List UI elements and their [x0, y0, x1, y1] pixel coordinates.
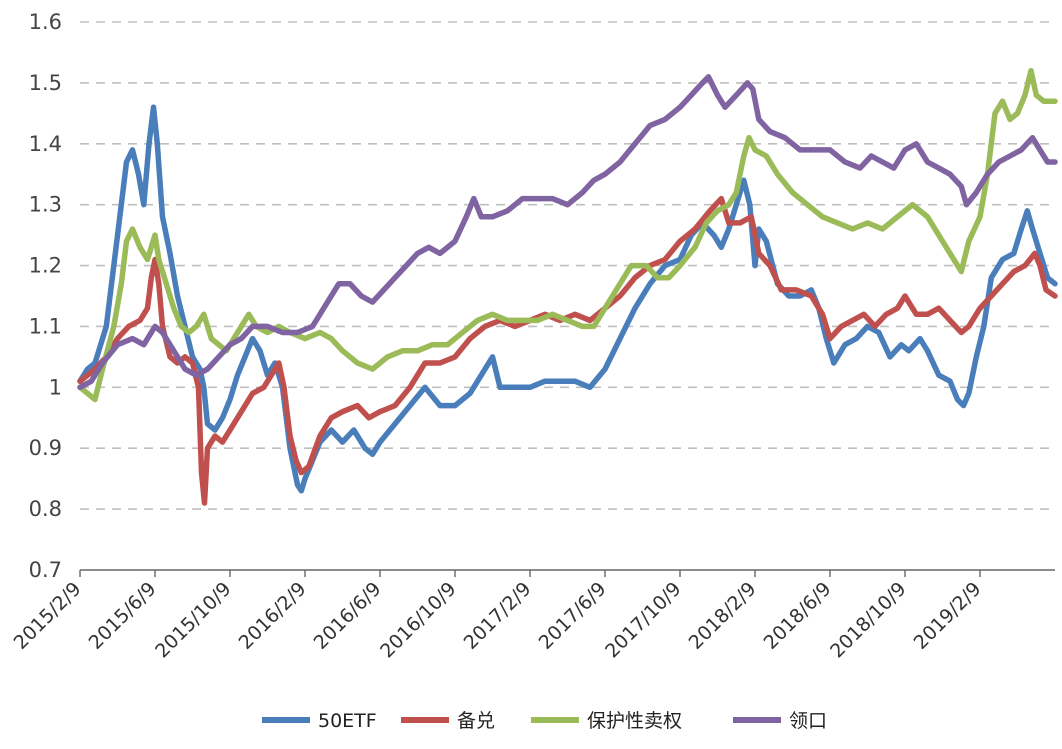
y-tick-label: 1.5 [29, 71, 62, 95]
x-tick-label: 2015/2/9 [10, 578, 86, 654]
x-tick-label: 2018/6/9 [760, 578, 836, 654]
legend-label: 50ETF [318, 710, 377, 732]
x-tick-label: 2019/2/9 [910, 578, 986, 654]
x-tick-label: 2017/2/9 [460, 578, 536, 654]
x-tick-label: 2018/10/9 [826, 578, 910, 662]
y-tick-label: 1.2 [29, 254, 62, 278]
series-line-2 [77, 67, 1058, 403]
y-tick-label: 0.8 [29, 497, 62, 521]
x-tick-label: 2017/10/9 [601, 578, 685, 662]
y-tick-label: 0.9 [29, 436, 62, 460]
x-tick-label: 2015/6/9 [85, 578, 161, 654]
y-tick-label: 1.3 [29, 193, 62, 217]
x-tick-label: 2016/10/9 [376, 578, 460, 662]
y-tick-label: 1.1 [29, 314, 62, 338]
y-tick-label: 1 [49, 375, 62, 399]
x-tick-label: 2016/6/9 [310, 578, 386, 654]
x-tick-label: 2017/6/9 [535, 578, 611, 654]
legend-label: 保护性卖权 [587, 710, 682, 732]
series-line-3 [77, 74, 1058, 391]
legend-label: 备兑 [457, 710, 495, 732]
series-line-0 [77, 104, 1058, 494]
y-tick-label: 0.7 [29, 558, 62, 582]
y-tick-label: 1.4 [29, 132, 62, 156]
x-tick-label: 2018/2/9 [685, 578, 761, 654]
legend: 50ETF 备兑 保护性卖权 领口 [262, 710, 827, 732]
series-layer [77, 67, 1058, 506]
y-tick-label: 1.6 [29, 10, 62, 34]
x-tick-label: 2016/2/9 [235, 578, 311, 654]
x-tick-label: 2015/10/9 [151, 578, 235, 662]
legend-label: 领口 [789, 710, 827, 732]
